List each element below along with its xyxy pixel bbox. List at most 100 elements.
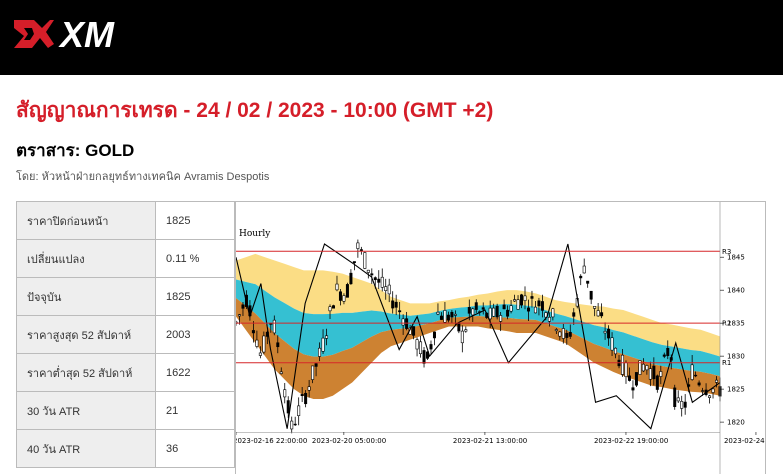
stats-value: 1622: [155, 353, 235, 392]
candle-body: [506, 309, 510, 317]
candle-body: [412, 326, 416, 336]
candle-body: [676, 397, 680, 402]
candle-body: [262, 335, 266, 353]
candle-body: [432, 331, 436, 339]
candle-body: [419, 341, 423, 355]
candle-body: [380, 276, 384, 288]
candle-body: [325, 335, 329, 339]
candle-body: [439, 315, 443, 320]
x-tick-label: 2023-02-24 01:00:00: [724, 437, 766, 445]
stats-value: 0.11 %: [155, 239, 235, 278]
candle-body: [711, 388, 715, 393]
candle-body: [540, 301, 544, 311]
candle-body: [690, 364, 694, 380]
candle-body: [547, 317, 551, 322]
candle-body: [464, 329, 468, 332]
stats-label: ปัจจุบัน: [16, 277, 156, 316]
candle-body: [579, 275, 583, 279]
candle-body: [384, 286, 388, 291]
stats-value: 36: [155, 429, 235, 468]
candle-body: [429, 344, 433, 350]
resistance-label: R1: [722, 359, 731, 367]
candle-body: [422, 350, 426, 364]
stats-value: 21: [155, 391, 235, 430]
candle-body: [251, 330, 255, 334]
stats-value: 1825: [155, 201, 235, 240]
candle-body: [457, 323, 461, 332]
stats-row: ปัจจุบัน 1825: [16, 277, 235, 316]
author-line: โดย: หัวหน้าฝ่ายกลยุทธ์ทางเทคนิค Avramis…: [16, 171, 270, 183]
candle-body: [488, 307, 492, 320]
x-tick-label: 2023-02-21 13:00:00: [453, 437, 527, 445]
stats-row: ราคาสูงสุด 52 สัปดาห์ 2003: [16, 315, 235, 354]
candle-body: [614, 347, 618, 355]
y-tick-label: 1830: [727, 353, 745, 361]
stats-row: เปลี่ยนแปลง 0.11 %: [16, 239, 235, 278]
candle-body: [349, 272, 353, 285]
candle-body: [502, 304, 506, 310]
x-tick-label: 2023-02-16 22:00:00: [236, 437, 307, 445]
candle-body: [311, 365, 315, 380]
candle-body: [624, 362, 628, 378]
logo-text: XM: [58, 14, 115, 54]
stats-row: ราคาปิดก่อนหน้า 1825: [16, 201, 235, 240]
y-tick-label: 1820: [727, 419, 745, 427]
stats-value: 2003: [155, 315, 235, 354]
price-chart: Hourly R3 R2 R1 1820 1825 1830 1835 1840 1845 202…: [235, 201, 766, 474]
candle-body: [279, 371, 283, 374]
candle-body: [495, 305, 499, 318]
candle-body: [509, 305, 513, 312]
candle-body: [370, 273, 374, 276]
candle-body: [345, 284, 349, 298]
candle-body: [293, 423, 297, 426]
candle-body: [338, 291, 342, 301]
candle-body: [499, 315, 503, 322]
candle-body: [530, 296, 534, 299]
stats-label: 30 วัน ATR: [16, 391, 156, 430]
candle-body: [526, 307, 530, 312]
stats-row: ราคาต่ำสุด 52 สัปดาห์ 1622: [16, 353, 235, 392]
candle-body: [697, 382, 701, 386]
candle-body: [593, 305, 597, 309]
band-lower: [236, 298, 720, 400]
stats-label: ราคาปิดก่อนหน้า: [16, 201, 156, 240]
candle-body: [516, 299, 520, 310]
candle-body: [283, 389, 287, 398]
candle-body: [582, 265, 586, 274]
stats-table: ราคาปิดก่อนหน้า 1825 เปลี่ยนแปลง 0.11 % ปัจจ…: [16, 201, 235, 468]
candle-body: [272, 319, 276, 334]
candle-body: [297, 405, 301, 416]
candle-body: [446, 314, 450, 321]
candle-body: [401, 318, 405, 326]
candle-body: [258, 352, 262, 356]
candle-body: [568, 331, 572, 337]
candle-body: [554, 329, 558, 332]
candle-body: [627, 375, 631, 381]
candle-body: [537, 300, 541, 307]
candle-body: [331, 305, 335, 309]
candle-body: [551, 308, 555, 318]
candle-body: [558, 331, 562, 337]
candle-body: [673, 387, 677, 407]
candle-body: [342, 295, 346, 302]
chart-svg: Hourly R3 R2 R1 1820 1825 1830 1835 1840 1845 202…: [236, 202, 766, 474]
candle-body: [715, 379, 719, 383]
y-tick-label: 1835: [727, 320, 745, 328]
stats-label: ราคาต่ำสุด 52 สัปดาห์: [16, 353, 156, 392]
y-tick-label: 1845: [727, 254, 745, 262]
candle-body: [255, 339, 259, 347]
candle-body: [586, 280, 590, 284]
candle-body: [241, 304, 245, 309]
candle-body: [600, 312, 604, 317]
candle-body: [290, 420, 294, 430]
candle-body: [634, 372, 638, 386]
candle-body: [236, 321, 238, 324]
candle-body: [523, 295, 527, 301]
candle-body: [373, 277, 377, 281]
xm-logo-icon[interactable]: XM: [12, 14, 137, 54]
candle-body: [391, 300, 395, 309]
candle-body: [610, 337, 614, 351]
candle-body: [415, 339, 419, 350]
candle-body: [596, 310, 600, 317]
candle-body: [565, 332, 569, 338]
